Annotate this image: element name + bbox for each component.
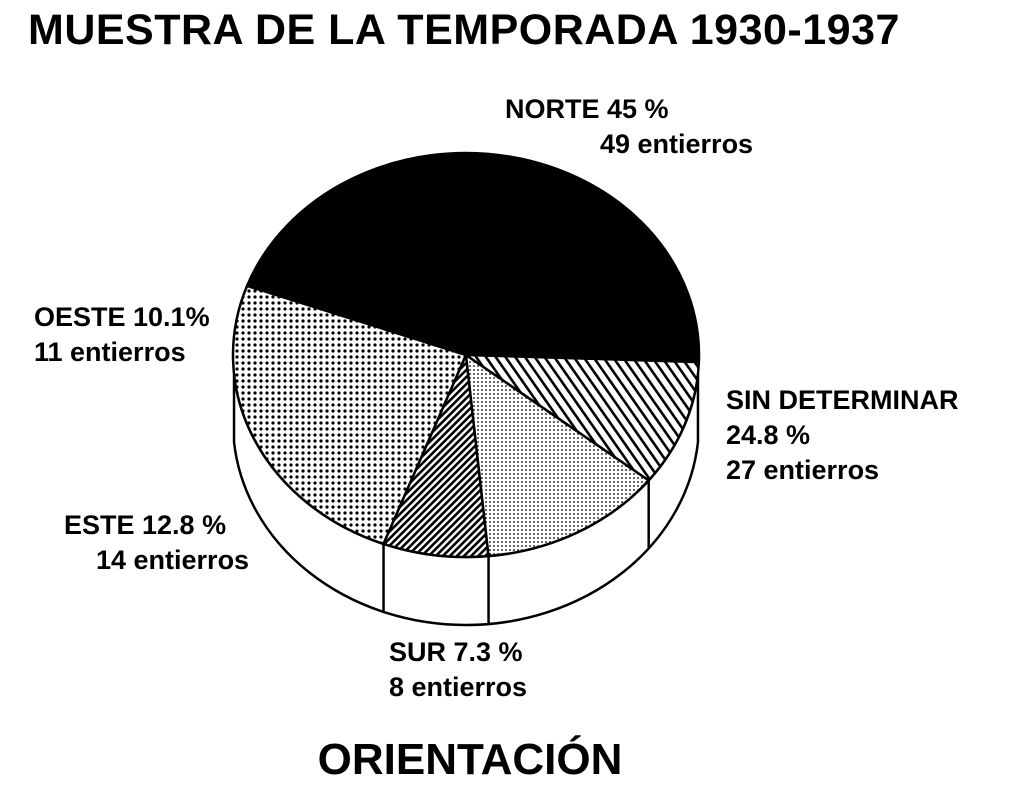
este-count: 14 entierros xyxy=(96,545,250,575)
norte-name-pct: NORTE 45 % xyxy=(505,94,669,124)
slice-label-sur: SUR 7.3 % 8 entierros xyxy=(389,635,527,705)
slice-label-norte: NORTE 45 % 49 entierros xyxy=(505,92,753,162)
oeste-count: 11 entierros xyxy=(34,337,186,367)
sin-determinar-name: SIN DETERMINAR xyxy=(726,385,959,415)
este-name-pct: ESTE 12.8 % xyxy=(64,510,227,540)
slice-label-sin-determinar: SIN DETERMINAR 24.8 % 27 entierros xyxy=(726,383,959,488)
pie-slice-norte xyxy=(245,151,701,364)
pie-slice-este xyxy=(464,353,650,558)
slice-label-oeste: OESTE 10.1% 11 entierros xyxy=(34,300,210,370)
sin-determinar-pct: 24.8 % xyxy=(726,420,811,450)
pie-slice-sur xyxy=(382,353,490,559)
norte-count: 49 entierros xyxy=(600,129,754,159)
chart-title: MUESTRA DE LA TEMPORADA 1930-1937 xyxy=(28,6,900,54)
oeste-name-pct: OESTE 10.1% xyxy=(34,302,210,332)
sur-name-pct: SUR 7.3 % xyxy=(389,637,523,667)
sin-determinar-count: 27 entierros xyxy=(726,455,880,485)
pie-slice-oeste xyxy=(464,353,701,482)
pie-slice-sin-determinar xyxy=(231,284,468,546)
sur-count: 8 entierros xyxy=(389,672,528,702)
chart-subtitle: ORIENTACIÓN xyxy=(317,735,623,784)
slice-label-este: ESTE 12.8 % 14 entierros xyxy=(64,508,249,578)
